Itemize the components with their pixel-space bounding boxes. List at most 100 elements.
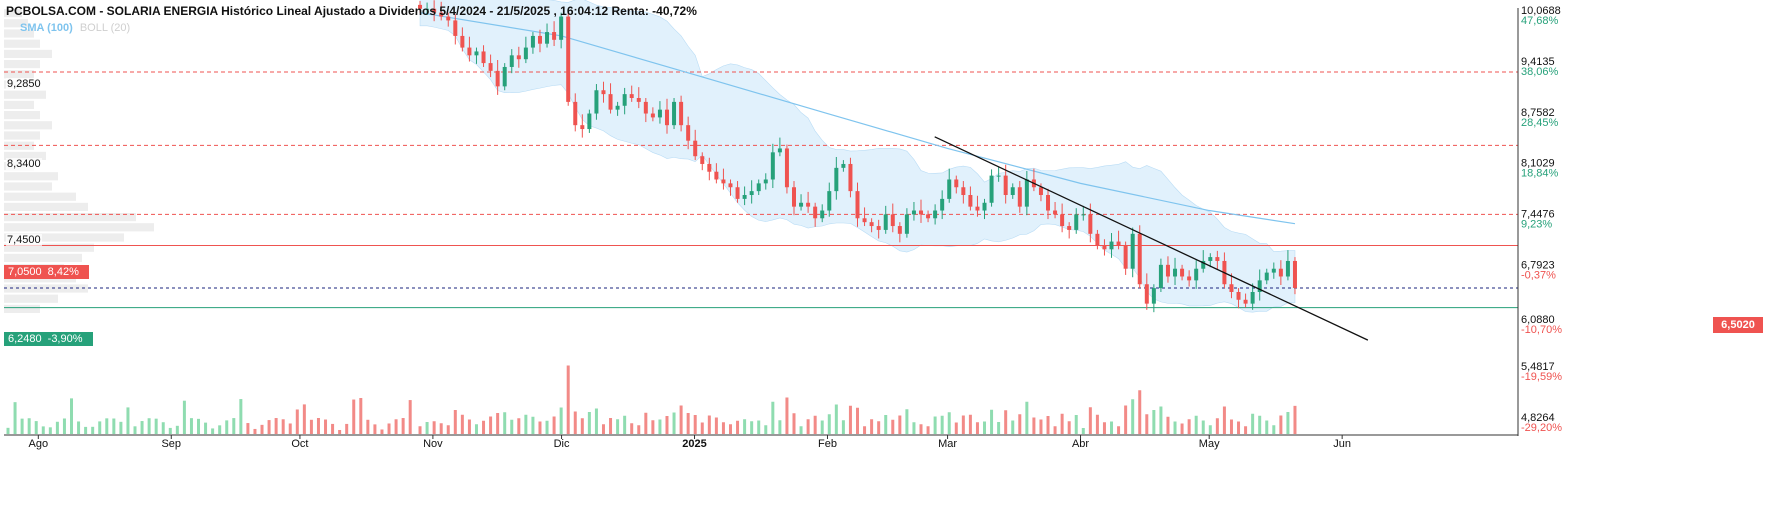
volume-bar [743, 419, 747, 434]
volume-bar [1244, 426, 1248, 434]
volume-bar [119, 421, 123, 434]
candle-body [693, 140, 698, 157]
candle-body [1038, 187, 1043, 196]
volume-bar [496, 413, 500, 434]
candle-body [714, 171, 719, 180]
volume-bar [813, 415, 817, 434]
volume-bar [877, 421, 881, 434]
volume-bar [1265, 420, 1269, 434]
volume-bar [954, 422, 958, 434]
volume-bar [1011, 420, 1015, 434]
volume-bar [757, 420, 761, 434]
volume-bar [260, 424, 264, 434]
volume-bar [623, 415, 627, 434]
candle-body [672, 101, 677, 126]
trendline-line [934, 136, 1369, 341]
volume-bar [408, 400, 412, 434]
resistance-pct: 8,42% [47, 266, 79, 278]
volume-bar [644, 412, 648, 434]
volume-bar [140, 421, 144, 434]
volume-bar [394, 419, 398, 434]
candle-body [474, 51, 479, 56]
volume-bar [905, 409, 909, 434]
volume-bar [197, 418, 201, 434]
candle-body [1215, 257, 1220, 261]
candle-body [686, 125, 691, 141]
candle-body [770, 152, 775, 180]
candle-body [509, 55, 514, 67]
volume-bar [658, 419, 662, 434]
volume-bar [1088, 407, 1092, 434]
volume-bar [721, 422, 725, 434]
candle-body [1278, 268, 1283, 277]
candle-body [1123, 245, 1128, 269]
volume-bar [566, 365, 570, 434]
volume-bar [785, 397, 789, 434]
x-tick-label: Nov [423, 438, 443, 450]
candle-body [904, 214, 909, 234]
volume-bar [968, 414, 972, 434]
volume-bar [460, 414, 464, 434]
candle-body [580, 125, 585, 130]
candle-body [657, 109, 662, 118]
candle-body [418, 4, 423, 9]
volume-bar [919, 424, 923, 434]
bollinger-band-fill [419, 0, 1296, 313]
volume-bar [1201, 420, 1205, 434]
volume-bar [467, 419, 471, 434]
level-lines [4, 71, 1518, 309]
volume-bar [345, 423, 349, 434]
volume-bar [1074, 415, 1078, 434]
volume-bar [489, 416, 493, 434]
y-tick-pct: -0,37% [1521, 269, 1556, 281]
indicator-legend: SMA (100) BOLL (20) [20, 22, 130, 34]
candle-body [841, 163, 846, 168]
candle-body [1208, 257, 1213, 261]
candle-body [495, 70, 500, 87]
x-tick-label: Sep [161, 438, 181, 450]
candle-body [799, 202, 804, 207]
volume-bar [133, 426, 137, 434]
candle-body [947, 179, 952, 199]
volume-bar [62, 418, 66, 434]
volume-bar [1039, 419, 1043, 434]
volume-profile-bar [4, 304, 40, 313]
y-tick-price: 6,7923 [1521, 259, 1555, 271]
volume-bar [1117, 426, 1121, 434]
volume-bar [912, 422, 916, 434]
volume-profile-bar [4, 182, 52, 191]
legend-sma[interactable]: SMA (100) [20, 22, 73, 34]
candle-body [1257, 280, 1262, 292]
candle-body [777, 148, 782, 153]
candle-body [848, 163, 853, 192]
legend-boll[interactable]: BOLL (20) [79, 22, 131, 34]
candle-body [1137, 233, 1142, 285]
candle-body [1158, 264, 1163, 289]
x-tick-label: Oct [291, 438, 308, 450]
candle-body [1081, 214, 1086, 216]
volume-bar [1131, 399, 1135, 434]
candle-body [1053, 210, 1058, 215]
candle-body [1010, 187, 1015, 196]
volume-bar [531, 416, 535, 434]
y-tick-pct: -10,70% [1521, 324, 1562, 336]
volume-profile-bar [4, 223, 154, 232]
volume-profile-bar [4, 294, 58, 303]
candle-body [1264, 272, 1269, 281]
volume-bar [587, 412, 591, 434]
candle-body [975, 206, 980, 211]
volume-bar [482, 420, 486, 434]
volume-bar [359, 398, 363, 434]
volume-bar [856, 407, 860, 434]
chart-title: PCBOLSA.COM - SOLARIA ENERGIA Histórico … [6, 4, 697, 18]
candle-body [813, 206, 818, 219]
volume-bar [926, 426, 930, 434]
candle-body [1285, 260, 1290, 277]
volume-bar [281, 419, 285, 434]
volume-bar [105, 418, 109, 434]
volume-bar [439, 423, 443, 434]
volume-profile-bar [4, 111, 40, 120]
candle-body [862, 218, 867, 223]
volume-bar [594, 408, 598, 434]
